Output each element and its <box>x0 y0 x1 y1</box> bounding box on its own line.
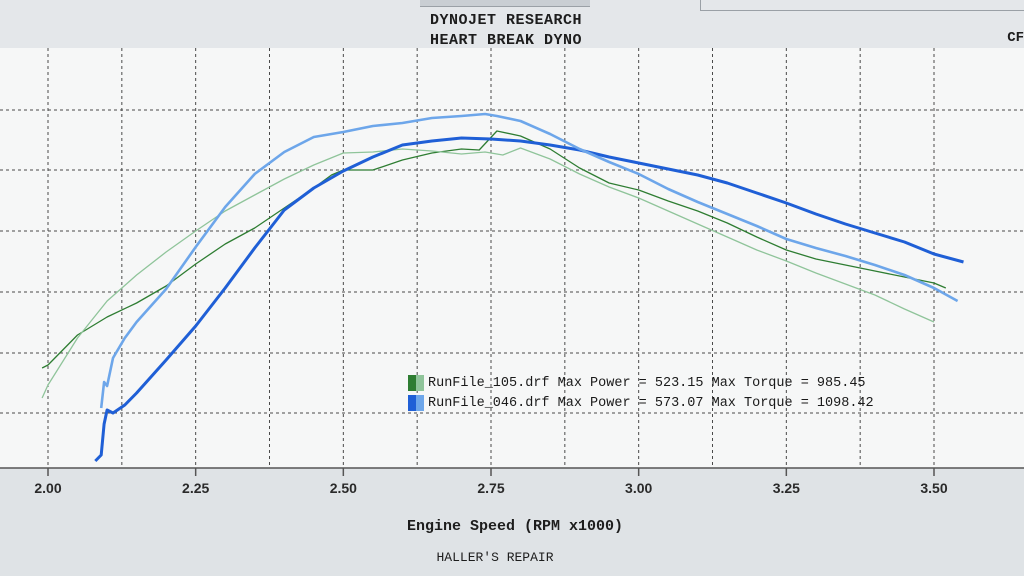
x-tick-label: 3.50 <box>920 480 947 496</box>
legend-power-label-1: Max Power = <box>557 375 647 391</box>
legend-swatch-torque-2 <box>416 395 424 411</box>
window-top-right-frame <box>700 0 1024 11</box>
x-axis-label: Engine Speed (RPM x1000) <box>406 518 624 535</box>
x-tick-label: 2.25 <box>182 480 209 496</box>
legend-swatch-torque-1 <box>416 375 424 391</box>
curve-runfile-105-drf-power <box>41 130 947 369</box>
window-top-strip <box>420 0 590 7</box>
curve-runfile-046-drf-torque <box>99 112 959 409</box>
legend-torque-value-1: 985.45 <box>816 375 866 391</box>
legend-file-1: RunFile_105.drf <box>428 375 550 391</box>
x-tick-label: 2.75 <box>477 480 504 496</box>
curve-runfile-105-drf-torque <box>41 147 935 399</box>
legend-torque-value-2: 1098.42 <box>816 395 874 411</box>
chart-curves <box>41 112 964 463</box>
legend-swatch-power-1 <box>408 375 416 391</box>
legend-text-2: RunFile_046.drf Max Power = 573.07 Max T… <box>428 396 874 411</box>
dyno-header <box>0 0 1024 48</box>
header-title-line1: DYNOJET RESEARCH <box>429 12 583 29</box>
legend-swatch-power-2 <box>408 395 416 411</box>
footer-shop-name: HALLER'S REPAIR <box>436 550 554 565</box>
legend-power-value-1: 523.15 <box>654 375 704 391</box>
legend-torque-label-2: Max Torque = <box>711 395 809 411</box>
legend-power-value-2: 573.07 <box>654 395 704 411</box>
legend-text-1: RunFile_105.drf Max Power = 523.15 Max T… <box>428 376 866 391</box>
x-axis-ticks: 2.00 2.25 2.50 2.75 3.00 3.25 3.50 <box>34 468 948 496</box>
chart-grid <box>0 48 1024 468</box>
legend-entry-2: RunFile_046.drf Max Power = 573.07 Max T… <box>408 393 874 413</box>
header-title-line2: HEART BREAK DYNO <box>429 32 583 49</box>
x-tick-label: 3.25 <box>773 480 800 496</box>
legend-entry-1: RunFile_105.drf Max Power = 523.15 Max T… <box>408 373 874 393</box>
x-tick-label: 2.50 <box>330 480 357 496</box>
x-tick-label: 3.00 <box>625 480 652 496</box>
curve-runfile-046-drf-power <box>94 136 964 463</box>
header-corner-label: CF <box>1007 30 1024 46</box>
chart-legend: RunFile_105.drf Max Power = 523.15 Max T… <box>408 373 874 413</box>
x-tick-label: 2.00 <box>34 480 61 496</box>
legend-torque-label-1: Max Torque = <box>711 375 809 391</box>
legend-power-label-2: Max Power = <box>557 395 647 411</box>
legend-file-2: RunFile_046.drf <box>428 395 550 411</box>
